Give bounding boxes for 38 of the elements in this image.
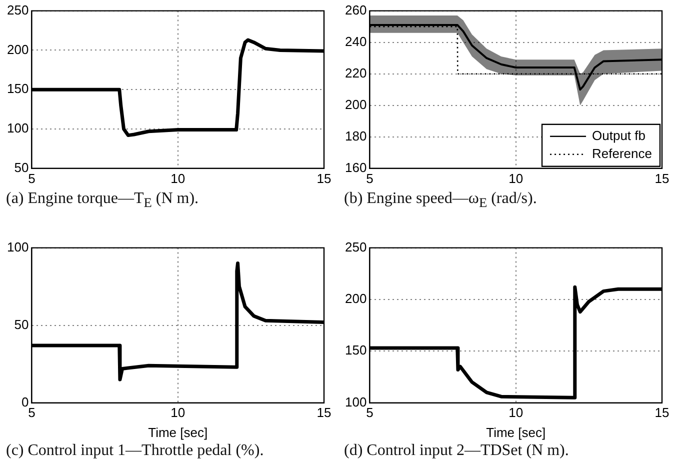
legend-label: Reference (592, 146, 652, 161)
x-tick-label: 15 (316, 405, 332, 420)
text: (a) Engine torque—T$_{E}$ (N m). (5, 190, 200, 212)
y-tick-label: 50 (14, 316, 29, 332)
text: (b) Engine speed—ω$_{E}$ (rad/s). (343, 190, 538, 212)
y-tick-label: 250 (344, 239, 367, 254)
x-tick-label: 5 (28, 170, 36, 186)
y-tick-label: 150 (344, 342, 367, 358)
y-tick-label: 100 (344, 394, 367, 410)
legend-label: Output fb (592, 128, 646, 143)
x-tick-label: 10 (170, 405, 186, 420)
x-axis-title: Time [sec] (148, 424, 208, 440)
x-tick-label: 15 (316, 170, 332, 186)
y-tick-label: 50 (14, 160, 29, 175)
y-tick-label: 100 (6, 239, 29, 254)
x-tick-label: 10 (508, 405, 524, 420)
y-tick-label: 240 (344, 34, 367, 49)
y-tick-label: 200 (344, 291, 367, 306)
y-tick-label: 0 (21, 394, 29, 410)
y-tick-label: 200 (344, 96, 367, 112)
x-tick-label: 5 (28, 405, 36, 420)
y-tick-label: 250 (6, 2, 29, 18)
text: (d) Control input 2—TDSet (N m). (343, 442, 570, 460)
text: (c) Control input 1—Throttle pedal (%). (5, 442, 265, 460)
x-tick-label: 15 (654, 170, 670, 186)
y-tick-label: 260 (344, 2, 367, 18)
y-tick-label: 160 (344, 160, 367, 175)
x-tick-label: 5 (366, 170, 374, 186)
y-tick-label: 100 (6, 120, 29, 136)
y-tick-label: 200 (6, 42, 29, 57)
y-tick-label: 220 (344, 65, 367, 80)
x-tick-label: 15 (654, 405, 670, 420)
x-tick-label: 10 (508, 170, 524, 186)
x-tick-label: 10 (170, 170, 186, 186)
y-tick-label: 180 (344, 128, 367, 144)
x-tick-label: 5 (366, 405, 374, 420)
x-axis-title: Time [sec] (486, 424, 546, 440)
y-tick-label: 150 (6, 81, 29, 96)
